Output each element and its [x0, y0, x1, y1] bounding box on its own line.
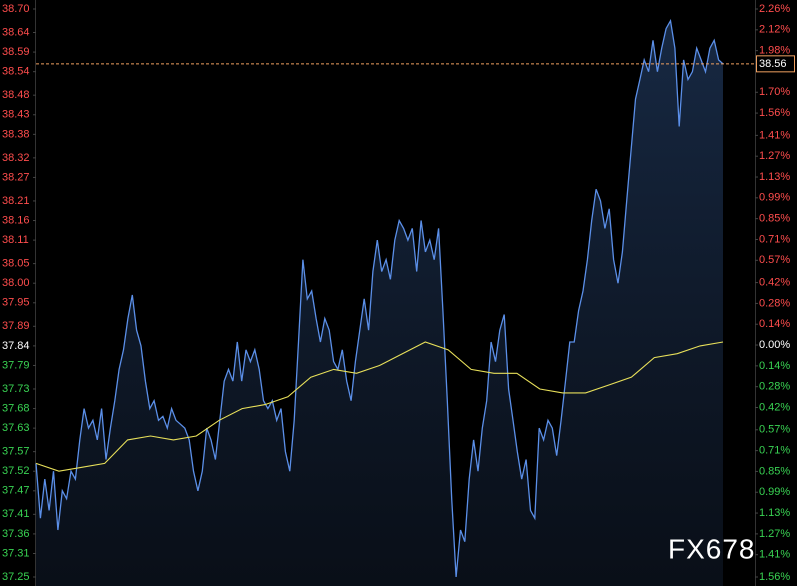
y-tick-label: 38.38 [2, 128, 30, 140]
y-tick-label: 38.00 [2, 277, 30, 289]
y-tick-label: 37.73 [2, 383, 30, 395]
y-tick-label: 38.70 [2, 3, 30, 15]
last-price-box [756, 55, 795, 73]
y-tick-label: 37.41 [2, 508, 30, 520]
y2-tick-label: 0.28% [759, 381, 790, 393]
y2-tick-label: 2.12% [759, 24, 790, 36]
y-tick-label: 37.84 [2, 340, 30, 352]
y2-tick-label: 2.26% [759, 3, 790, 15]
price-line [35, 18, 724, 578]
y-tick-label: 37.79 [2, 359, 30, 371]
y-tick-label: 38.59 [2, 46, 30, 58]
y2-tick-label: 1.56% [759, 571, 790, 583]
watermark: FX678 [668, 533, 756, 564]
y2-tick-label: 1.70% [759, 86, 790, 98]
y-tick-label: 38.43 [2, 109, 30, 121]
y-tick-label: 37.57 [2, 446, 30, 458]
y2-tick-label: 1.56% [759, 107, 790, 119]
price-area [36, 20, 723, 586]
y2-tick-label: 0.57% [759, 424, 790, 436]
y-tick-label: 38.64 [2, 26, 30, 38]
y-tick-label: 38.21 [2, 195, 30, 207]
y2-tick-label: 0.00% [759, 339, 790, 351]
y-tick-label: 37.63 [2, 422, 30, 434]
y-tick-label: 38.27 [2, 171, 30, 183]
y2-tick-label: 1.27% [759, 528, 790, 540]
y2-tick-label: 1.13% [759, 507, 790, 519]
average-line [35, 341, 724, 472]
y2-tick-label: 0.28% [759, 297, 790, 309]
y2-tick-label: 0.42% [759, 276, 790, 288]
y-tick-label: 38.48 [2, 89, 30, 101]
y-tick-label: 38.54 [2, 66, 30, 78]
y2-tick-label: 0.71% [759, 445, 790, 457]
y-tick-label: 38.05 [2, 258, 30, 270]
y2-tick-label: 1.41% [759, 549, 790, 561]
y-tick-label: 37.95 [2, 297, 30, 309]
y-tick-label: 37.68 [2, 402, 30, 414]
y-tick-label: 38.11 [2, 234, 29, 246]
y-tick-label: 37.25 [2, 571, 30, 583]
y2-tick-label: 0.71% [759, 233, 790, 245]
y2-tick-label: 0.57% [759, 254, 790, 266]
y2-tick-label: 1.41% [759, 129, 790, 141]
y2-tick-label: 0.99% [759, 486, 790, 498]
y-tick-label: 38.32 [2, 152, 30, 164]
y2-tick-label: 0.14% [759, 360, 790, 372]
y-tick-label: 37.47 [2, 485, 30, 497]
last-price-label: 38.56 [759, 58, 787, 70]
y-tick-label: 37.31 [2, 547, 30, 559]
y2-tick-label: 0.99% [759, 192, 790, 204]
y-tick-label: 38.16 [2, 214, 30, 226]
y2-tick-label: 0.42% [759, 401, 790, 413]
y2-tick-label: 1.98% [759, 45, 790, 57]
y-tick-label: 37.36 [2, 528, 30, 540]
y2-tick-label: 1.13% [759, 171, 790, 183]
y2-tick-label: 0.85% [759, 465, 790, 477]
y-tick-label: 37.89 [2, 320, 30, 332]
y2-tick-label: 0.85% [759, 213, 790, 225]
y2-tick-label: 1.27% [759, 150, 790, 162]
y-tick-label: 37.52 [2, 465, 30, 477]
y2-tick-label: 0.14% [759, 318, 790, 330]
